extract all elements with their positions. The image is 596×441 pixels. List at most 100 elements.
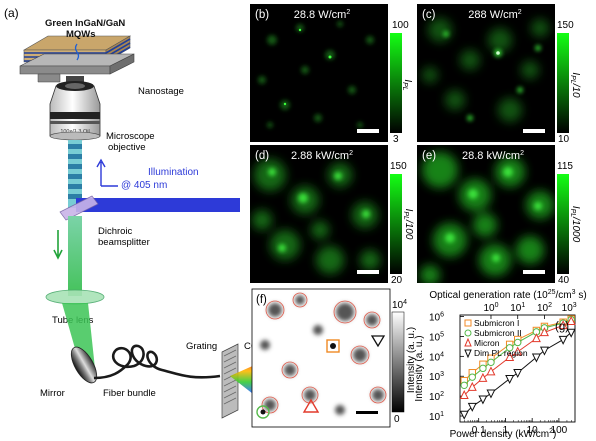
top-tick-label: 102 [537,302,552,314]
map-c-cb-title: IPL/10 [569,72,581,98]
data-point [505,344,514,352]
mirror [70,346,98,384]
data-point [459,389,469,400]
data-point [459,410,469,420]
legend-marker [464,319,472,327]
series-line-1 [463,319,572,386]
map-c-power: 288 W/cm2 [468,9,522,21]
submicron-i-marker [326,339,340,353]
legend-marker [464,337,472,347]
illumination-label-line2: @ 405 nm [121,180,167,191]
map-d-scalebar [357,270,379,274]
map-e-cb-title: IPL/1000 [569,206,581,243]
top-tick-label: 101 [510,302,525,314]
pl-map-b-image [258,21,374,128]
map-d-colorbar [390,174,402,274]
panel-g-label: (g) [555,321,569,333]
legend-label: Dim PL region [474,348,528,358]
x-tick-label: 1 [503,425,509,436]
map-e-label: (e) [422,150,436,162]
panel-f-cb-title: Intensity (a. u.) [406,327,417,393]
dichroic-beamsplitter [59,195,99,221]
beamsplitter-label-line1: Dichroic [98,226,133,237]
data-point [566,315,576,325]
illumination-arrow-icon [96,158,118,187]
data-point [514,338,522,347]
submicron-ii-marker [256,405,270,419]
top-tick-label: 100 [483,302,498,314]
data-point [468,373,476,381]
top-axis-title: Optical generation rate (1025/cm3 s) [429,289,586,301]
top-tick-label: 103 [562,302,577,314]
emission-wiggle-icon [74,43,80,61]
panel-f-label: (f) [256,294,267,306]
y-tick-label: 102 [429,391,444,403]
nanostage-label: Nanostage [138,86,184,97]
data-point [505,375,515,385]
map-d-label: (d) [255,150,269,162]
y-tick-label: 105 [429,331,444,343]
x-tick-label: 100 [551,425,568,436]
map-e-cb-bottom: 40 [558,275,570,286]
y-tick-label: 106 [429,312,444,324]
laser-beam [76,198,240,212]
data-point [513,369,523,379]
map-b-cb-top: 100 [392,20,409,31]
data-point [558,320,568,330]
data-point [479,364,487,373]
panel-f-cb-bottom: 0 [394,414,400,425]
pl-map-c-image [422,18,549,122]
map-d-cb-title: IPL/100 [402,209,414,240]
grating [221,343,239,419]
fiber-bundle-label: Fiber bundle [103,388,156,399]
data-point [486,389,496,399]
panel-a-label: (a) [4,6,19,20]
objective-label-line2: objective [108,142,146,153]
map-e-power: 28.8 kW/cm2 [462,150,524,162]
data-point [566,328,576,338]
data-point [558,335,568,345]
map-b-cb-bottom: 3 [393,134,399,145]
pl-map-e: (e) 28.8 kW/cm2 115 40 IPL/1000 [417,145,581,286]
pl-map-b: (b) 28.8 W/cm2 100 3 IPL [250,4,413,145]
map-b-power: 28.8 W/cm2 [294,9,351,21]
illumination-label-line1: Illumination [148,167,199,178]
panel-f-map: (f) 104 0 Intensity (a. u.) [251,288,417,428]
emission-down-arrow-icon [53,230,63,260]
data-point [460,381,468,390]
map-d-power: 2.88 kW/cm2 [291,150,353,162]
x-tick-label: 0.1 [472,425,486,436]
data-point [531,353,541,363]
objective-label-line1: Microscope [106,131,155,142]
nanostage: Nanostage [19,53,184,97]
data-point [513,346,523,356]
series-line-0 [463,318,572,382]
legend-label: Submicron II [474,328,522,338]
sample-label-line2: MQWs [66,29,96,40]
legend-label: Submicron I [474,318,519,328]
data-point [467,402,477,412]
data-point [539,327,549,337]
emission-beam [68,216,82,296]
panel-a-setup-diagram: (a) Green InGaN/GaN MQWs Nanost [4,6,277,427]
pl-map-c: (c) 288 W/cm2 150 10 IPL/10 [417,4,581,145]
map-c-cb-top: 150 [557,20,574,31]
data-point [478,395,488,405]
y-tick-label: 103 [429,371,444,383]
y-axis-title: Intensity (a. u.) [414,335,425,401]
x-axis-title: Power density (kW/cm2) [450,428,557,440]
map-e-colorbar [557,174,569,274]
data-point [505,351,515,361]
map-d-cb-bottom: 20 [391,275,403,286]
map-d-cb-top: 150 [390,161,407,172]
panel-f-image [260,292,387,415]
y-tick-label: 101 [429,411,444,423]
y-tick-label: 104 [429,351,444,363]
tube-lens [45,289,105,305]
pl-map-e-image [420,152,554,283]
sample-label-line1: Green InGaN/GaN [45,18,125,29]
mirror-label: Mirror [40,388,65,399]
legend-marker [464,329,472,337]
panel-f-cb-top: 104 [392,299,407,311]
map-c-label: (c) [422,9,436,21]
